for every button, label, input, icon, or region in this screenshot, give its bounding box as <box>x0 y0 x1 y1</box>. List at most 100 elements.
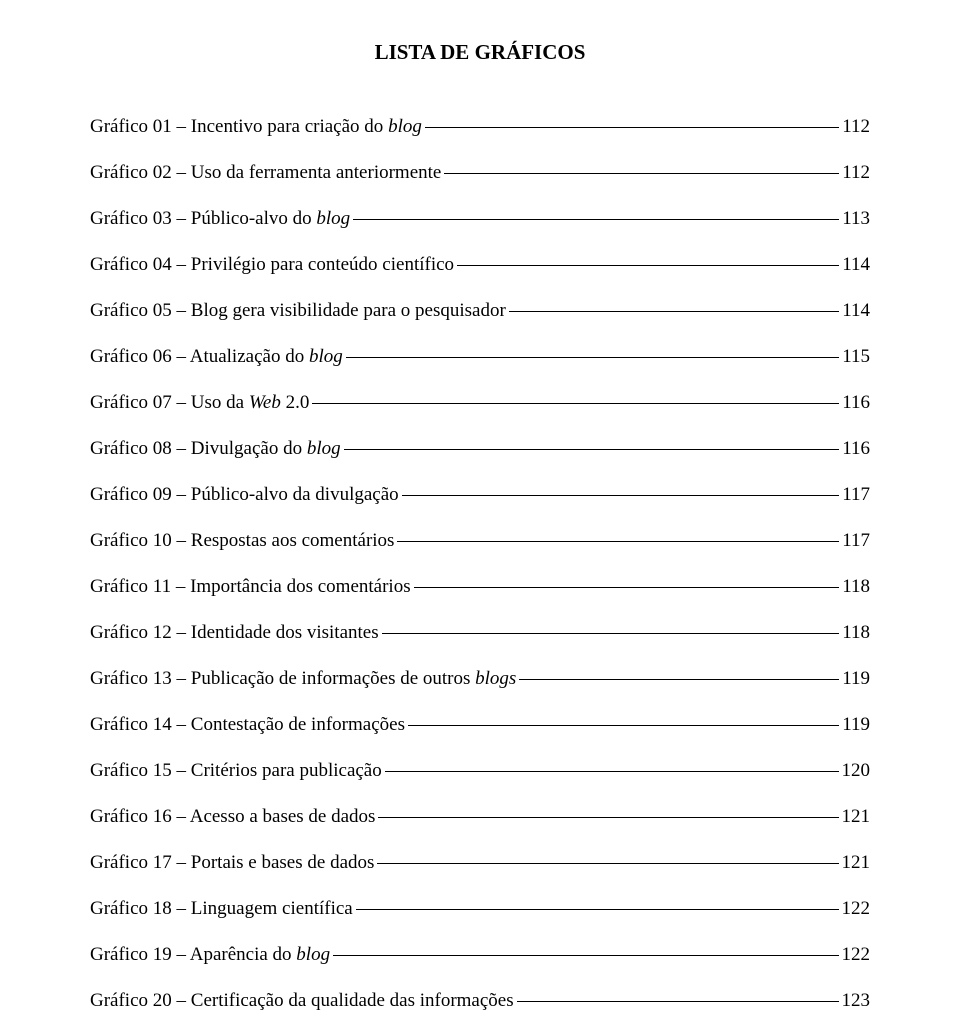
list-item: Gráfico 09 – Público-alvo da divulgação … <box>90 481 870 510</box>
entry-page: 112 <box>842 113 870 142</box>
entry-page: 119 <box>842 711 870 740</box>
entry-label: Gráfico 07 – Uso da Web 2.0 <box>90 389 309 418</box>
entry-page: 119 <box>842 665 870 694</box>
list-item: Gráfico 18 – Linguagem científica 122 <box>90 895 870 924</box>
entry-leader <box>378 817 838 818</box>
entry-label: Gráfico 10 – Respostas aos comentários <box>90 527 394 556</box>
list-item: Gráfico 11 – Importância dos comentários… <box>90 573 870 602</box>
entry-leader <box>353 219 839 220</box>
entry-page: 116 <box>842 435 870 464</box>
entry-page: 117 <box>842 527 870 556</box>
entry-leader <box>444 173 839 174</box>
entry-page: 113 <box>842 205 870 234</box>
entry-prefix: Gráfico 09 – Público-alvo da divulgação <box>90 484 399 505</box>
entry-prefix: Gráfico 16 – Acesso a bases de dados <box>90 806 375 827</box>
list-item: Gráfico 12 – Identidade dos visitantes 1… <box>90 619 870 648</box>
list-item: Gráfico 10 – Respostas aos comentários 1… <box>90 527 870 556</box>
entry-label: Gráfico 03 – Público-alvo do blog <box>90 205 350 234</box>
entry-prefix: Gráfico 15 – Critérios para publicação <box>90 760 382 781</box>
entry-italic: blog <box>309 346 343 367</box>
entry-label: Gráfico 11 – Importância dos comentários <box>90 573 411 602</box>
list-item: Gráfico 15 – Critérios para publicação 1… <box>90 757 870 786</box>
entry-label: Gráfico 19 – Aparência do blog <box>90 941 330 970</box>
entry-page: 121 <box>842 803 871 832</box>
list-item: Gráfico 08 – Divulgação do blog 116 <box>90 435 870 464</box>
entry-prefix: Gráfico 13 – Publicação de informações d… <box>90 668 475 689</box>
entry-suffix: 2.0 <box>281 392 310 413</box>
entry-leader <box>346 357 839 358</box>
entry-label: Gráfico 14 – Contestação de informações <box>90 711 405 740</box>
entry-italic: blog <box>388 116 422 137</box>
entry-leader <box>408 725 839 726</box>
list-item: Gráfico 20 – Certificação da qualidade d… <box>90 987 870 1016</box>
entry-leader <box>312 403 839 404</box>
entry-page: 118 <box>842 619 870 648</box>
page-title: LISTA DE GRÁFICOS <box>90 40 870 65</box>
entry-page: 112 <box>842 159 870 188</box>
entry-page: 116 <box>842 389 870 418</box>
entry-italic: blog <box>316 208 350 229</box>
entry-label: Gráfico 01 – Incentivo para criação do b… <box>90 113 422 142</box>
list-item: Gráfico 17 – Portais e bases de dados 12… <box>90 849 870 878</box>
entry-prefix: Gráfico 20 – Certificação da qualidade d… <box>90 990 514 1011</box>
entry-leader <box>344 449 840 450</box>
list-item: Gráfico 19 – Aparência do blog 122 <box>90 941 870 970</box>
entry-prefix: Gráfico 10 – Respostas aos comentários <box>90 530 394 551</box>
entry-page: 121 <box>842 849 871 878</box>
entry-leader <box>414 587 840 588</box>
list-item: Gráfico 06 – Atualização do blog 115 <box>90 343 870 372</box>
entry-prefix: Gráfico 08 – Divulgação do <box>90 438 307 459</box>
entry-page: 122 <box>842 941 871 970</box>
entry-leader <box>509 311 839 312</box>
entries-list: Gráfico 01 – Incentivo para criação do b… <box>90 113 870 1016</box>
entry-label: Gráfico 13 – Publicação de informações d… <box>90 665 516 694</box>
entry-italic: blog <box>296 944 330 965</box>
entry-leader <box>385 771 839 772</box>
entry-prefix: Gráfico 04 – Privilégio para conteúdo ci… <box>90 254 454 275</box>
entry-label: Gráfico 09 – Público-alvo da divulgação <box>90 481 399 510</box>
entry-leader <box>382 633 840 634</box>
list-item: Gráfico 03 – Público-alvo do blog 113 <box>90 205 870 234</box>
entry-label: Gráfico 20 – Certificação da qualidade d… <box>90 987 514 1016</box>
entry-label: Gráfico 15 – Critérios para publicação <box>90 757 382 786</box>
entry-page: 114 <box>842 297 870 326</box>
entry-label: Gráfico 08 – Divulgação do blog <box>90 435 341 464</box>
list-item: Gráfico 02 – Uso da ferramenta anteriorm… <box>90 159 870 188</box>
entry-prefix: Gráfico 07 – Uso da <box>90 392 249 413</box>
entry-page: 115 <box>842 343 870 372</box>
entry-page: 114 <box>842 251 870 280</box>
entry-prefix: Gráfico 05 – Blog gera visibilidade para… <box>90 300 506 321</box>
list-item: Gráfico 01 – Incentivo para criação do b… <box>90 113 870 142</box>
entry-leader <box>333 955 838 956</box>
entry-page: 118 <box>842 573 870 602</box>
entry-italic: blogs <box>475 668 516 689</box>
entry-prefix: Gráfico 17 – Portais e bases de dados <box>90 852 374 873</box>
entry-prefix: Gráfico 11 – Importância dos comentários <box>90 576 411 597</box>
entry-italic: blog <box>307 438 341 459</box>
entry-label: Gráfico 17 – Portais e bases de dados <box>90 849 374 878</box>
entry-prefix: Gráfico 19 – Aparência do <box>90 944 296 965</box>
entry-leader <box>457 265 839 266</box>
entry-leader <box>402 495 840 496</box>
entry-leader <box>356 909 839 910</box>
list-item: Gráfico 07 – Uso da Web 2.0 116 <box>90 389 870 418</box>
entry-page: 123 <box>842 987 871 1016</box>
entry-page: 120 <box>842 757 871 786</box>
list-item: Gráfico 05 – Blog gera visibilidade para… <box>90 297 870 326</box>
entry-leader <box>397 541 839 542</box>
list-item: Gráfico 13 – Publicação de informações d… <box>90 665 870 694</box>
entry-label: Gráfico 18 – Linguagem científica <box>90 895 353 924</box>
entry-prefix: Gráfico 03 – Público-alvo do <box>90 208 316 229</box>
entry-prefix: Gráfico 01 – Incentivo para criação do <box>90 116 388 137</box>
list-item: Gráfico 04 – Privilégio para conteúdo ci… <box>90 251 870 280</box>
entry-label: Gráfico 04 – Privilégio para conteúdo ci… <box>90 251 454 280</box>
entry-page: 122 <box>842 895 871 924</box>
entry-prefix: Gráfico 18 – Linguagem científica <box>90 898 353 919</box>
entry-leader <box>519 679 839 680</box>
list-item: Gráfico 16 – Acesso a bases de dados 121 <box>90 803 870 832</box>
entry-label: Gráfico 05 – Blog gera visibilidade para… <box>90 297 506 326</box>
entry-page: 117 <box>842 481 870 510</box>
entry-leader <box>517 1001 839 1002</box>
entry-label: Gráfico 06 – Atualização do blog <box>90 343 343 372</box>
entry-leader <box>425 127 839 128</box>
